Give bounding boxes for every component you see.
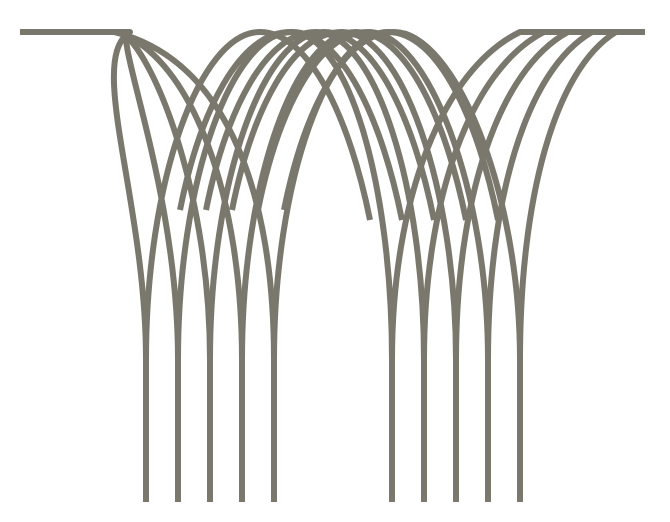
left-strand-flare-2 <box>20 32 178 502</box>
strand-group <box>20 32 645 502</box>
left-strand-flare-1 <box>20 32 146 502</box>
right-strand-flare-5 <box>520 32 645 502</box>
